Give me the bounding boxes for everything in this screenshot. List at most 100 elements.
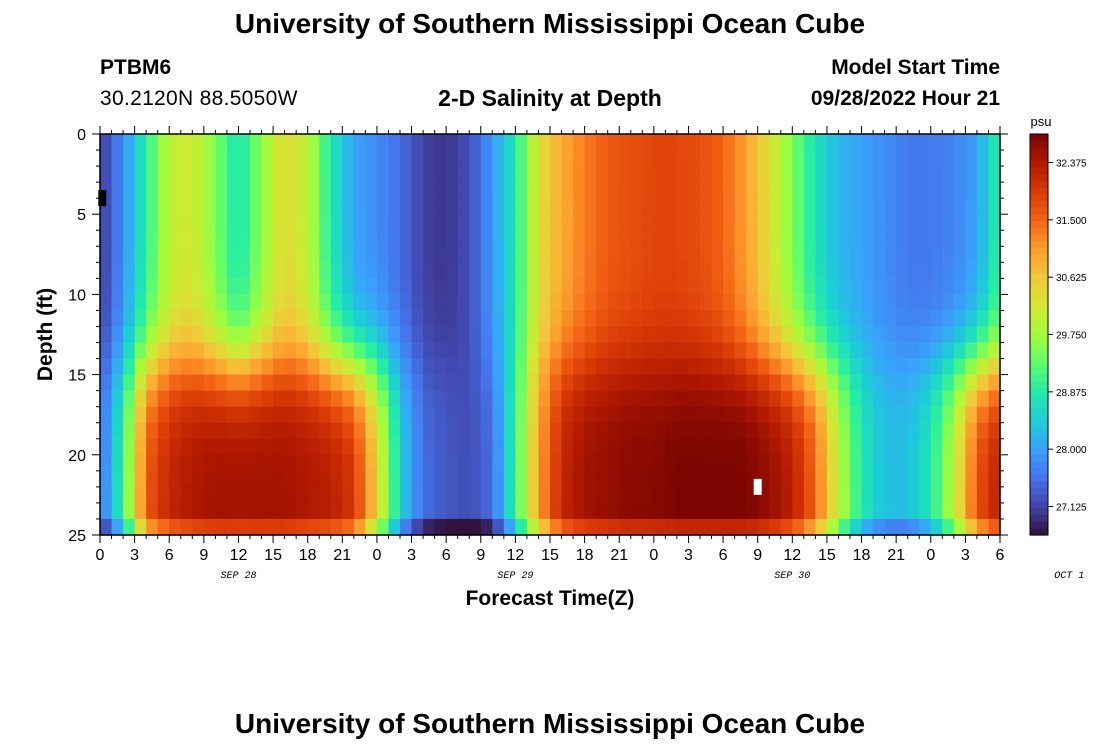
heat-cell [388,230,401,247]
heat-cell [746,310,759,328]
heat-cell [100,438,113,456]
heat-cell [261,262,274,279]
heat-cell [757,518,770,536]
heat-cell [226,214,240,231]
heat-cell [330,342,343,360]
heat-cell [884,150,897,167]
heat-cell [792,134,805,151]
heat-cell [769,310,782,328]
heat-cell [965,406,978,424]
heat-cell [226,182,240,199]
heat-cell [157,134,170,151]
heat-cell [919,198,932,215]
heat-cell [365,182,378,199]
heat-cell [953,134,966,151]
heat-cell [976,230,990,247]
heat-cell [815,294,828,312]
heat-cell [284,294,297,312]
heat-cell [919,518,932,536]
heat-cell [688,486,701,504]
heat-cell [411,358,424,376]
heat-cell [146,326,159,344]
heat-cell [492,230,505,247]
heat-cell [353,198,366,215]
heat-cell [526,246,540,263]
heat-cell [411,486,424,504]
heat-cell [619,486,632,504]
heat-cell [250,470,263,488]
heat-cell [503,502,516,520]
heat-cell [723,518,736,536]
heat-cell [538,358,551,376]
heat-cell [180,310,193,328]
heat-cell [250,406,263,424]
heat-cell [526,438,540,456]
heat-cell [803,358,816,376]
heat-cell [411,166,424,183]
heat-cell [850,246,863,263]
heat-cell [307,198,320,215]
heat-cell [157,278,170,295]
heat-cell [446,358,459,376]
colorbar-swatch [1030,240,1048,249]
heat-cell [100,470,113,488]
heat-cell [400,150,413,167]
heat-cell [273,278,286,295]
heat-cell [769,326,782,344]
heat-cell [884,486,897,504]
heat-cell [953,502,966,520]
heat-cell [434,134,447,151]
heat-cell [492,150,505,167]
heat-cell [169,358,182,376]
heat-cell [226,422,240,440]
heat-cell [573,214,586,231]
heat-cell [676,358,690,376]
heat-cell [700,230,713,247]
heat-cell [169,134,182,151]
heat-cell [826,438,840,456]
x-tick-label: 15 [818,547,836,564]
heat-cell [365,390,378,408]
x-tick-label: 15 [541,547,559,564]
heat-cell [734,342,747,360]
heat-cell [930,374,943,392]
heat-cell [688,150,701,167]
heat-cell [400,502,413,520]
heat-cell [884,278,897,295]
heat-cell [642,134,655,151]
heat-cell [503,198,516,215]
heat-cell [792,502,805,520]
heat-cell [850,518,863,536]
heat-cell [711,230,724,247]
heat-cell [134,278,147,295]
heat-cell [423,230,436,247]
heat-cell [688,502,701,520]
heat-cell [446,390,459,408]
heat-cell [815,278,828,295]
heat-cell [273,326,286,344]
heat-cell [111,422,124,440]
heat-cell [192,134,205,151]
heat-cell [861,230,874,247]
heat-cell [388,438,401,456]
heat-cell [596,246,609,263]
heat-cell [723,486,736,504]
heat-cell [296,246,309,263]
heat-cell [965,166,978,183]
heat-cell [365,454,378,472]
heat-cell [307,246,320,263]
heat-cell [826,470,840,488]
heat-cell [134,454,147,472]
heat-cell [157,486,170,504]
heat-cell [573,262,586,279]
heat-cell [434,342,447,360]
heat-cell [250,214,263,231]
heat-cell [746,406,759,424]
heat-cell [653,406,666,424]
heat-cell [400,214,413,231]
heat-cell [492,406,505,424]
heat-cell [503,134,516,151]
heat-cell [515,182,528,199]
heat-cell [942,342,955,360]
heat-cell [757,326,770,344]
